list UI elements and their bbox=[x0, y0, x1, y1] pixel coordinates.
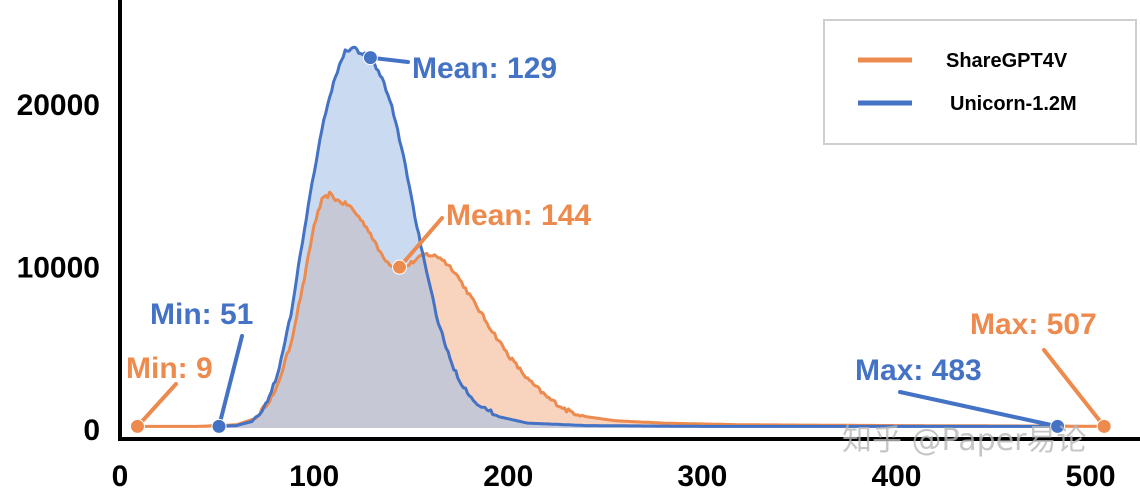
legend: ShareGPT4V Unicorn-1.2M bbox=[823, 19, 1137, 145]
annotation-label-max-507: Max: 507 bbox=[970, 308, 1097, 341]
annotation-leader-min-9 bbox=[135, 382, 178, 429]
annotation-marker-mean-144 bbox=[392, 259, 408, 275]
annotation-label-max-483: Max: 483 bbox=[855, 354, 982, 387]
annotation-label-mean-144: Mean: 144 bbox=[446, 199, 591, 232]
x-tick-label-100: 100 bbox=[289, 460, 339, 489]
x-tick-label-300: 300 bbox=[677, 460, 727, 489]
series-area-unicorn-1-2m bbox=[219, 47, 1058, 429]
annotation-label-min-51: Min: 51 bbox=[150, 298, 253, 331]
annotation-leader-max-483 bbox=[898, 390, 1060, 429]
annotation-leader-mean-144 bbox=[397, 216, 444, 270]
x-tick-label-0: 0 bbox=[112, 460, 129, 489]
annotation-marker-max-507 bbox=[1096, 418, 1112, 434]
legend-label-sharegpt4v: ShareGPT4V bbox=[946, 50, 1068, 72]
annotation-marker-min-9 bbox=[129, 418, 145, 434]
y-tick-label-0: 0 bbox=[83, 414, 100, 447]
x-tick-label-400: 400 bbox=[871, 460, 921, 489]
annotation-marker-mean-129 bbox=[362, 50, 378, 66]
annotation-marker-max-483 bbox=[1050, 418, 1066, 434]
annotation-label-min-9: Min: 9 bbox=[126, 352, 213, 385]
series-layer bbox=[137, 45, 1105, 429]
annotation-leader-max-507 bbox=[1042, 348, 1107, 429]
axes-layer: 0 100 200 300 400 500 0 10000 20000 bbox=[17, 0, 1140, 489]
y-tick-label-10000: 10000 bbox=[17, 252, 100, 285]
legend-label-unicorn-1-2m: Unicorn-1.2M bbox=[950, 93, 1077, 115]
annotation-leader-min-51 bbox=[217, 334, 244, 429]
y-tick-label-20000: 20000 bbox=[17, 89, 100, 122]
x-tick-label-500: 500 bbox=[1066, 460, 1116, 489]
watermark-text: 知乎 @Paper易论 bbox=[842, 423, 1087, 458]
legend-box bbox=[823, 19, 1137, 145]
annotation-marker-min-51 bbox=[211, 418, 227, 434]
x-tick-label-200: 200 bbox=[483, 460, 533, 489]
annotation-label-mean-129: Mean: 129 bbox=[412, 52, 557, 85]
annotation-layer: Min: 9 Mean: 144 Max: 507 Min: 51 Mean: 129 M… bbox=[126, 50, 1112, 434]
series-line-unicorn-1-2m bbox=[218, 45, 1058, 428]
